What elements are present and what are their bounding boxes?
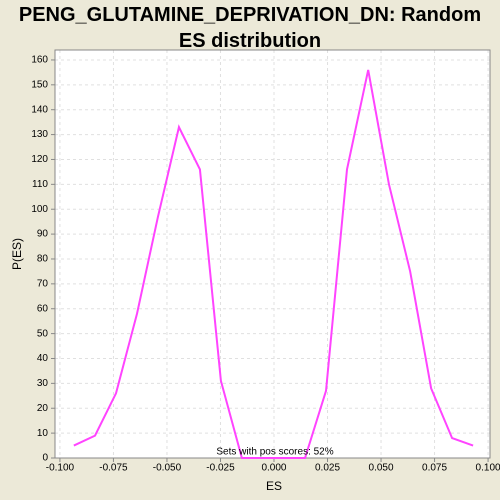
y-tick-label: 140 [31, 104, 48, 115]
y-tick-label: 80 [37, 254, 49, 265]
y-tick-label: 50 [37, 328, 49, 339]
y-tick-label: 0 [42, 453, 48, 464]
x-axis-label: ES [266, 479, 282, 493]
y-tick-label: 30 [37, 378, 49, 389]
y-tick-label: 150 [31, 79, 48, 90]
y-tick-label: 160 [31, 55, 48, 66]
y-tick-label: 130 [31, 129, 48, 140]
chart-title: PENG_GLUTAMINE_DEPRIVATION_DN: Random ES… [18, 4, 482, 52]
x-tick-label: 0.100 [476, 463, 500, 474]
x-tick-label: -0.100 [46, 463, 75, 474]
y-tick-label: 20 [37, 403, 49, 414]
y-tick-label: 90 [37, 229, 49, 240]
x-tick-label: -0.050 [153, 463, 182, 474]
y-tick-label: 40 [37, 353, 49, 364]
x-tick-label: 0.025 [315, 463, 340, 474]
y-tick-label: 120 [31, 154, 48, 165]
y-tick-label: 60 [37, 303, 49, 314]
x-tick-label: -0.025 [206, 463, 235, 474]
y-tick-label: 100 [31, 204, 48, 215]
x-tick-label: 0.075 [422, 463, 447, 474]
x-tick-label: -0.075 [99, 463, 128, 474]
y-axis-label: P(ES) [10, 238, 24, 270]
y-tick-label: 10 [37, 428, 49, 439]
plot-area [55, 50, 490, 458]
y-tick-label: 110 [32, 179, 48, 190]
annotation: Sets with pos scores: 52% [216, 447, 333, 458]
x-tick-label: 0.000 [261, 463, 286, 474]
y-tick-label: 70 [37, 278, 49, 289]
x-tick-label: 0.050 [369, 463, 394, 474]
series-line [73, 69, 474, 459]
